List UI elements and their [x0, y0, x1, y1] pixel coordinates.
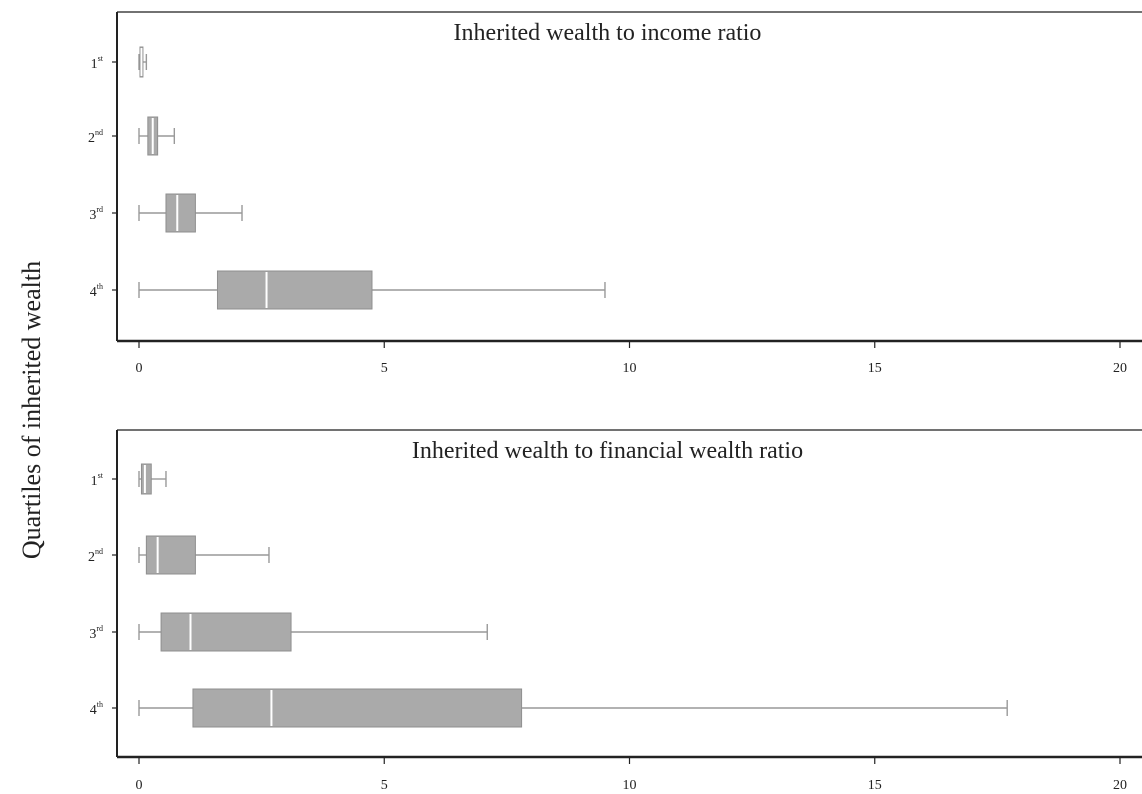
x-tick-label: 20 — [1113, 361, 1127, 376]
category-suffix: st — [98, 54, 104, 63]
category-suffix: nd — [95, 128, 103, 137]
category-number: 1 — [91, 57, 98, 72]
box-iqr — [165, 193, 196, 233]
category-suffix: rd — [96, 624, 103, 633]
category-suffix: rd — [96, 205, 103, 214]
x-tick-label: 0 — [136, 361, 143, 376]
x-tick-label: 5 — [381, 778, 388, 793]
category-suffix: th — [97, 700, 103, 709]
category-number: 1 — [91, 474, 98, 489]
box-iqr — [145, 535, 196, 575]
x-tick-label: 10 — [623, 778, 637, 793]
x-tick-label: 10 — [623, 361, 637, 376]
category-label: 3rd — [89, 624, 103, 642]
box-iqr — [160, 612, 292, 652]
category-label: 4th — [90, 700, 103, 718]
chart-title: Inherited wealth to income ratio — [454, 20, 762, 46]
category-number: 2 — [88, 131, 95, 146]
category-label: 1st — [91, 54, 104, 72]
box-iqr — [192, 688, 523, 728]
category-number: 4 — [90, 285, 97, 300]
category-number: 2 — [88, 550, 95, 565]
x-tick-label: 20 — [1113, 778, 1127, 793]
category-suffix: st — [98, 471, 104, 480]
category-label: 3rd — [89, 205, 103, 223]
category-suffix: th — [97, 282, 103, 291]
category-number: 3 — [89, 627, 96, 642]
category-label: 2nd — [88, 128, 103, 146]
category-suffix: nd — [95, 547, 103, 556]
chart-panel-2: Inherited wealth to financial wealth rat… — [88, 429, 1142, 793]
box-iqr — [140, 463, 152, 495]
x-tick-label: 5 — [381, 361, 388, 376]
category-label: 1st — [91, 471, 104, 489]
x-tick-label: 0 — [136, 778, 143, 793]
x-tick-label: 15 — [868, 361, 882, 376]
chart-title: Inherited wealth to financial wealth rat… — [412, 438, 803, 464]
category-label: 4th — [90, 282, 103, 300]
category-label: 2nd — [88, 547, 103, 565]
y-axis-label: Quartiles of inherited wealth — [17, 261, 46, 559]
category-number: 4 — [90, 703, 97, 718]
category-number: 3 — [89, 208, 96, 223]
chart-panel-1: Inherited wealth to income ratio 0 5 10 15 20… — [88, 11, 1142, 376]
x-tick-label: 15 — [868, 778, 882, 793]
box-iqr — [216, 270, 373, 310]
